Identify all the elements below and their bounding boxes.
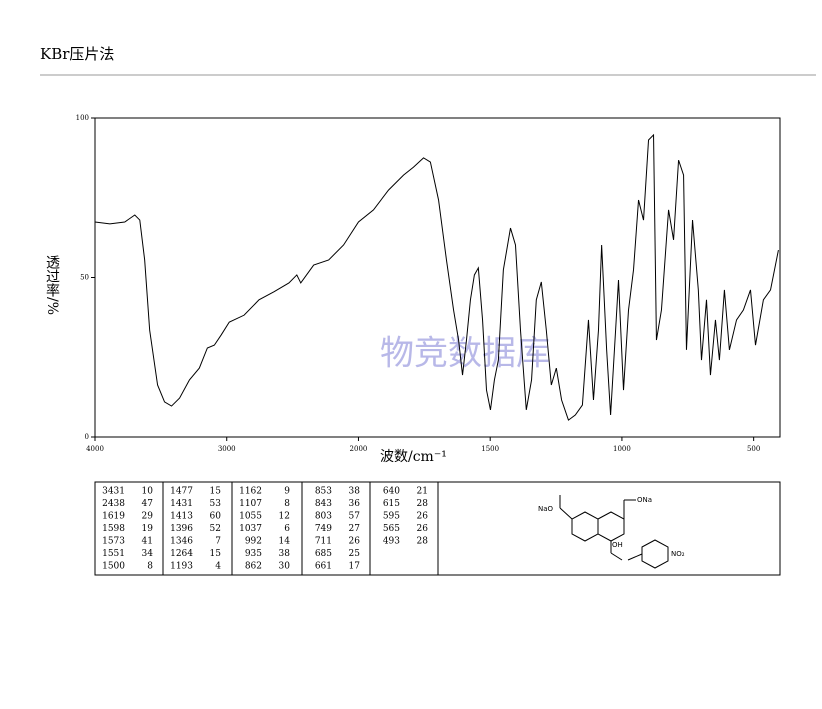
peak-transmittance: 8	[147, 562, 153, 572]
peak-transmittance: 47	[142, 499, 154, 509]
y-axis-label: 透过率/%	[44, 255, 60, 315]
peak-transmittance: 60	[210, 512, 222, 522]
peak-wavenumber: 935	[245, 549, 262, 559]
peak-transmittance: 14	[279, 537, 291, 547]
peak-wavenumber: 1107	[239, 499, 262, 509]
y-tick-label: 0	[85, 433, 89, 441]
peak-transmittance: 38	[349, 487, 361, 497]
peak-wavenumber: 1477	[170, 487, 193, 497]
structure-label: ONa	[637, 496, 652, 504]
peak-wavenumber: 1551	[102, 549, 125, 559]
peak-wavenumber: 853	[315, 487, 332, 497]
peak-transmittance: 4	[215, 562, 221, 572]
peak-wavenumber: 661	[315, 562, 332, 572]
peak-transmittance: 15	[210, 487, 222, 497]
peak-transmittance: 21	[417, 487, 428, 497]
y-tick-label: 50	[80, 274, 89, 282]
x-tick-label: 1500	[481, 445, 499, 453]
peak-transmittance: 17	[349, 562, 361, 572]
peak-transmittance: 25	[349, 549, 361, 559]
y-tick-label: 100	[76, 114, 89, 122]
structure-label: NO₂	[671, 550, 685, 558]
peak-transmittance: 34	[142, 549, 154, 559]
peak-wavenumber: 640	[383, 487, 400, 497]
peak-transmittance: 8	[284, 499, 290, 509]
peak-wavenumber: 843	[315, 499, 332, 509]
peak-transmittance: 36	[349, 499, 361, 509]
x-axis-label: 波数/cm⁻¹	[380, 449, 447, 465]
peak-transmittance: 52	[210, 524, 221, 534]
peak-transmittance: 26	[349, 537, 361, 547]
peak-wavenumber: 1598	[102, 524, 125, 534]
peak-wavenumber: 1055	[239, 512, 262, 522]
peak-wavenumber: 3431	[102, 487, 125, 497]
peak-wavenumber: 862	[245, 562, 262, 572]
x-tick-label: 2000	[350, 445, 368, 453]
peak-transmittance: 57	[349, 512, 361, 522]
peak-transmittance: 6	[284, 524, 290, 534]
peak-transmittance: 12	[279, 512, 290, 522]
structure-label: OH	[612, 541, 623, 549]
structure-drawing	[559, 495, 669, 569]
peak-transmittance: 38	[279, 549, 291, 559]
x-tick-label: 500	[747, 445, 760, 453]
x-tick-label: 3000	[218, 445, 236, 453]
peak-wavenumber: 493	[383, 537, 400, 547]
peak-wavenumber: 992	[245, 537, 262, 547]
peak-wavenumber: 685	[315, 549, 332, 559]
peak-transmittance: 27	[349, 524, 361, 534]
peak-wavenumber: 2438	[102, 499, 125, 509]
peak-wavenumber: 1500	[102, 562, 125, 572]
peak-wavenumber: 1346	[170, 537, 193, 547]
structure-label: NaO	[538, 505, 554, 513]
spectrum-line	[94, 133, 779, 421]
peak-wavenumber: 711	[315, 537, 332, 547]
peak-transmittance: 53	[210, 499, 222, 509]
peak-transmittance: 15	[210, 549, 222, 559]
peak-wavenumber: 1573	[102, 537, 125, 547]
peak-wavenumber: 615	[383, 499, 400, 509]
peak-wavenumber: 1413	[170, 512, 193, 522]
peak-wavenumber: 595	[383, 512, 400, 522]
plot-frame	[94, 117, 781, 438]
peak-transmittance: 41	[142, 537, 153, 547]
peak-wavenumber: 1619	[102, 512, 125, 522]
x-tick-label: 4000	[86, 445, 104, 453]
peak-transmittance: 10	[142, 487, 154, 497]
title: KBr压片法	[40, 45, 114, 63]
peak-transmittance: 19	[142, 524, 154, 534]
x-tick-label: 1000	[613, 445, 631, 453]
peak-wavenumber: 1162	[239, 487, 262, 497]
peak-wavenumber: 565	[383, 524, 400, 534]
peak-transmittance: 26	[417, 524, 429, 534]
peak-wavenumber: 1037	[239, 524, 262, 534]
peak-transmittance: 9	[284, 487, 290, 497]
peak-wavenumber: 749	[315, 524, 332, 534]
peak-transmittance: 7	[215, 537, 221, 547]
peak-wavenumber: 1264	[170, 549, 193, 559]
peak-wavenumber: 1193	[170, 562, 193, 572]
peak-wavenumber: 1431	[170, 499, 193, 509]
peak-transmittance: 26	[417, 512, 429, 522]
peak-transmittance: 29	[142, 512, 154, 522]
peak-transmittance: 28	[417, 499, 429, 509]
peak-transmittance: 28	[417, 537, 429, 547]
peak-transmittance: 30	[279, 562, 291, 572]
peak-wavenumber: 803	[315, 512, 332, 522]
peak-wavenumber: 1396	[170, 524, 193, 534]
